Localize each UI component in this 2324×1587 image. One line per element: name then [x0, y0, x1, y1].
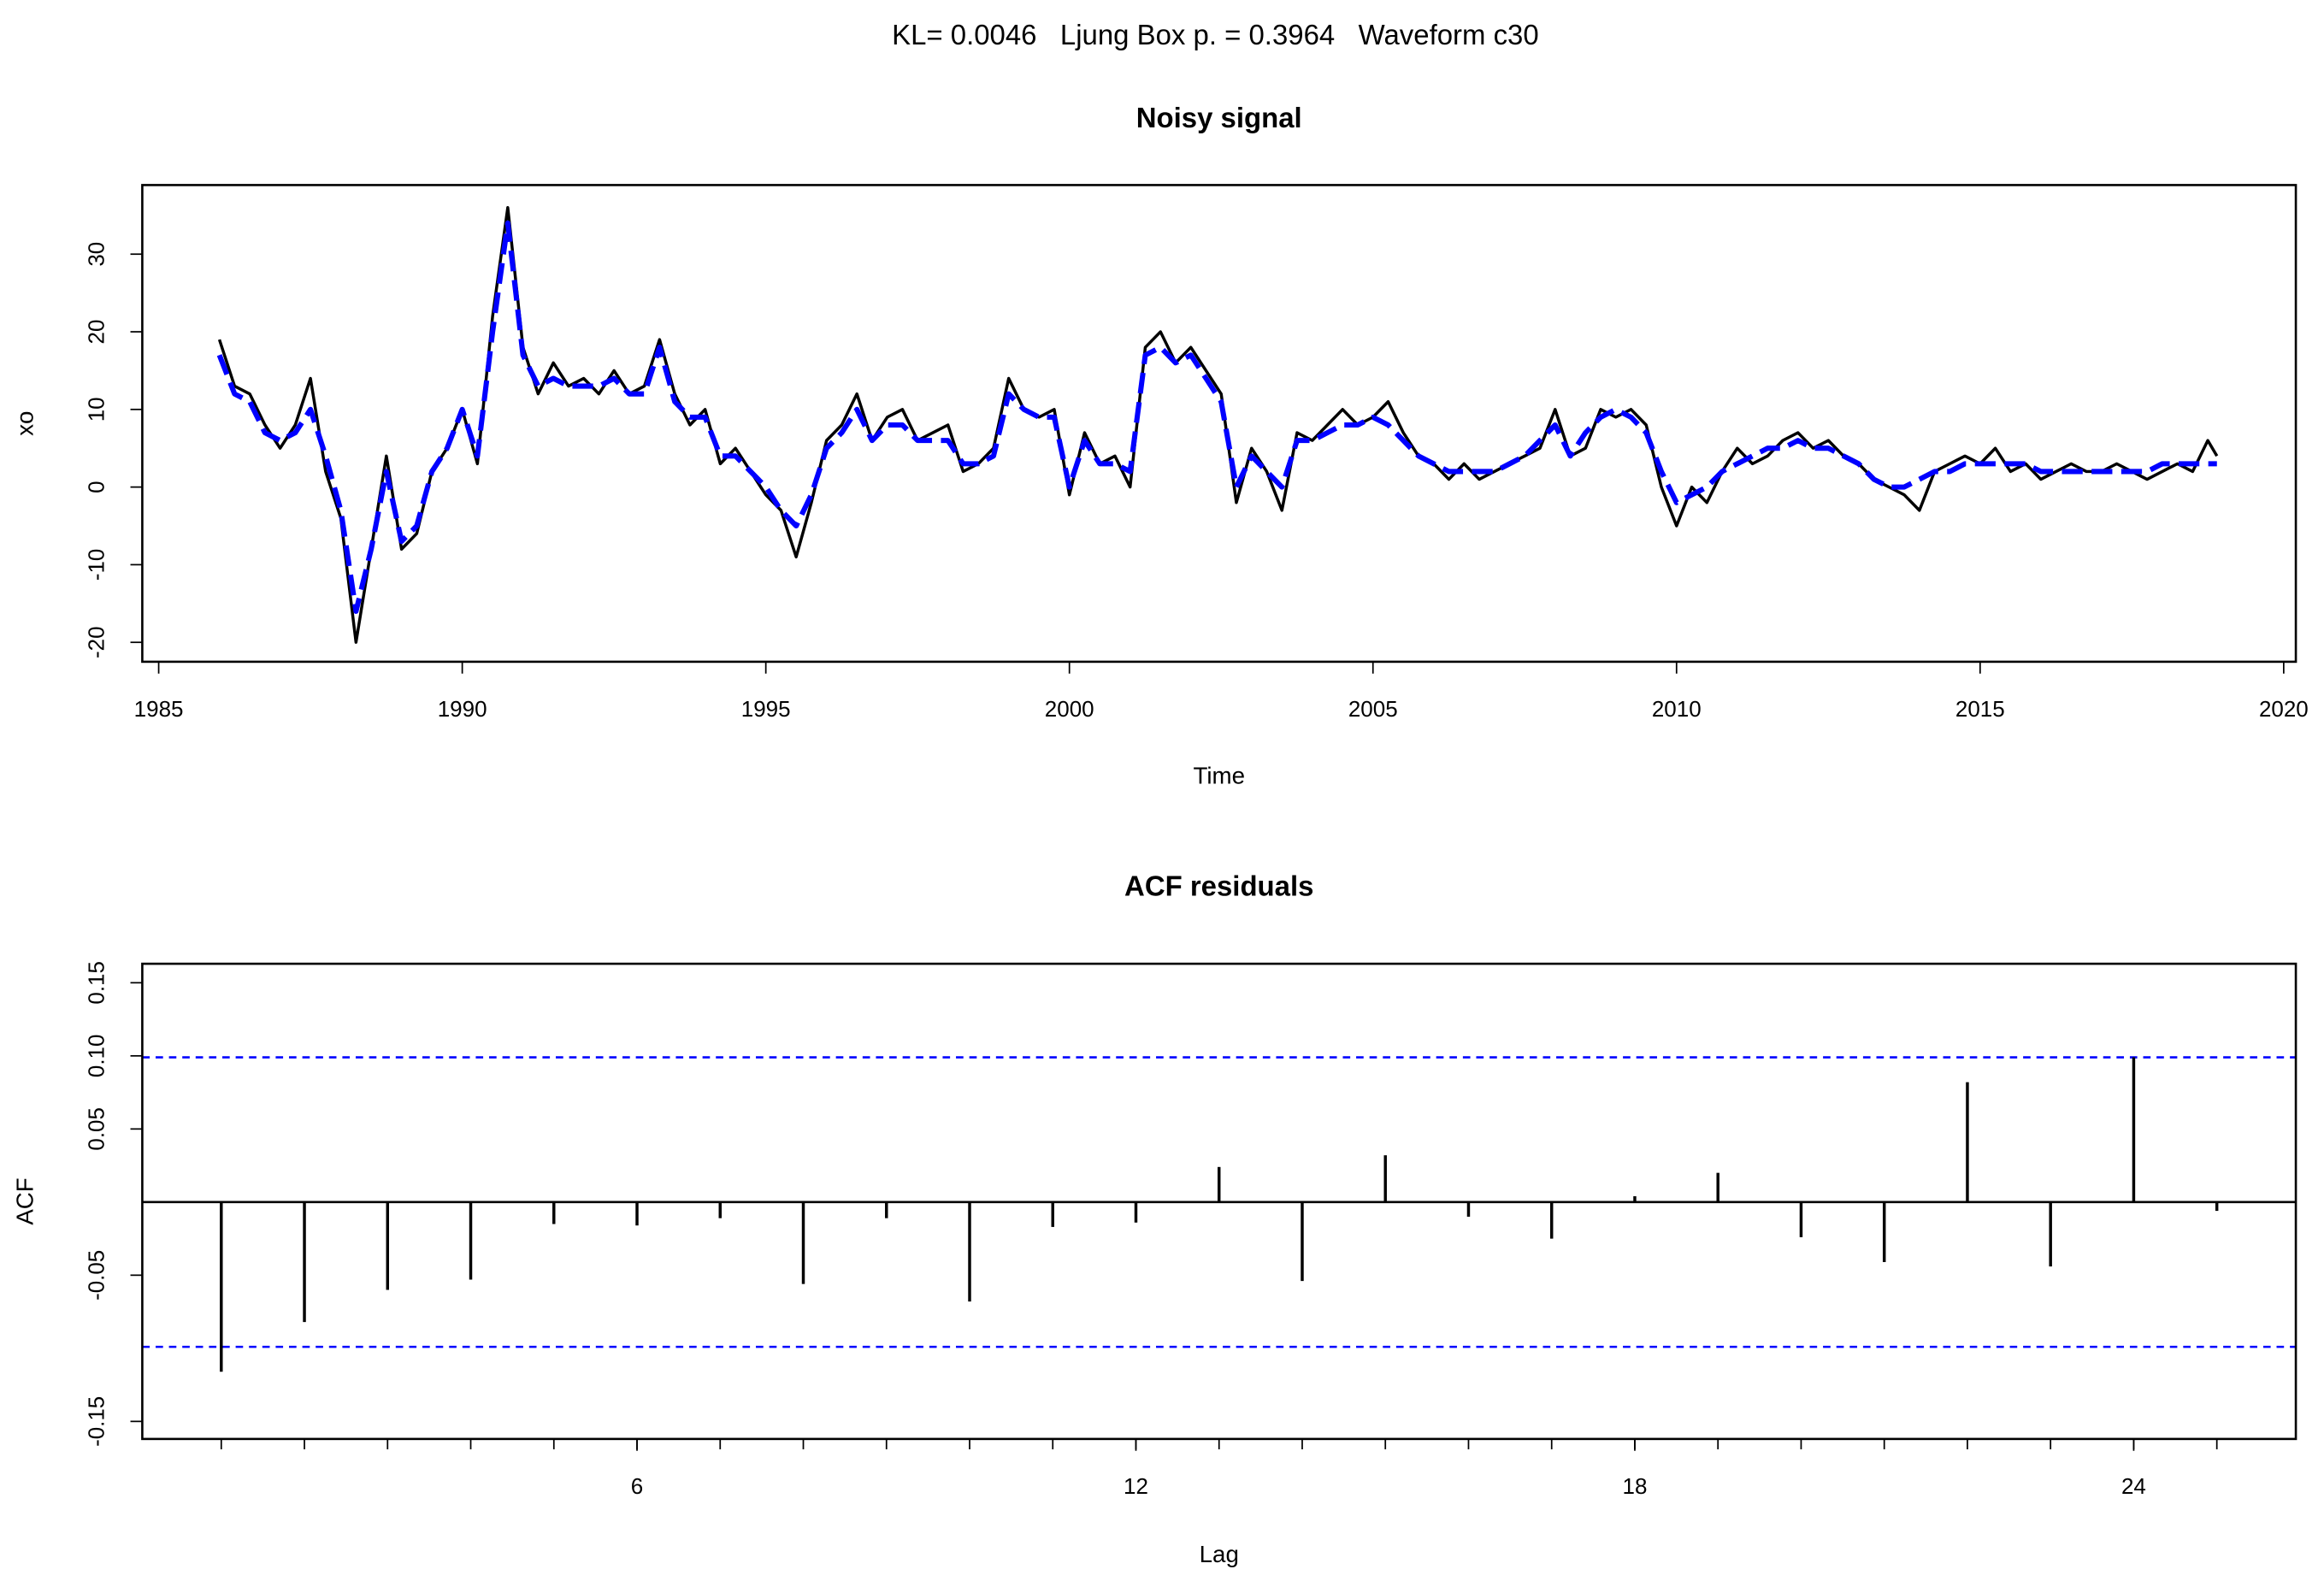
y-tick-label: 0: [83, 481, 109, 493]
x-tick-label: 1985: [134, 696, 184, 722]
y-axis-label: ACF: [12, 1177, 38, 1224]
plot-frame: [141, 962, 2297, 1441]
x-axis-label: Lag: [1200, 1541, 1239, 1567]
x-tick-label: 2020: [2259, 696, 2309, 722]
x-tick-label: 2005: [1348, 696, 1398, 722]
y-tick-label: -0.05: [83, 1250, 109, 1301]
x-tick-label: 2010: [1652, 696, 1702, 722]
y-tick-label: -10: [83, 549, 109, 581]
x-tick-label: 24: [2121, 1473, 2146, 1499]
y-tick-label: 30: [83, 242, 109, 267]
series-line: [217, 206, 2219, 644]
y-tick-label: 20: [83, 320, 109, 345]
y-tick-label: 0.10: [83, 1035, 109, 1078]
x-tick-label: 6: [631, 1473, 643, 1499]
plot-frame: [141, 184, 2297, 664]
x-axis-label: Time: [1193, 762, 1245, 788]
y-tick-label: -0.15: [83, 1396, 109, 1447]
y-tick-label: 0.05: [83, 1107, 109, 1151]
y-tick-label: 10: [83, 397, 109, 422]
y-tick-label: -20: [83, 626, 109, 658]
x-tick-label: 18: [1623, 1473, 1648, 1499]
figure-title: KL= 0.0046 Ljung Box p. = 0.3964 Wavefor…: [892, 19, 1539, 50]
x-tick-label: 2000: [1045, 696, 1094, 722]
x-tick-label: 1995: [741, 696, 791, 722]
panel-title: ACF residuals: [1124, 870, 1313, 902]
x-tick-label: 12: [1124, 1473, 1148, 1499]
panel-title: Noisy signal: [1136, 102, 1302, 133]
y-tick-label: 0.15: [83, 961, 109, 1005]
x-tick-label: 2015: [1955, 696, 2005, 722]
y-axis-label: xo: [12, 411, 38, 436]
x-tick-label: 1990: [438, 696, 487, 722]
series-line: [216, 220, 2217, 614]
